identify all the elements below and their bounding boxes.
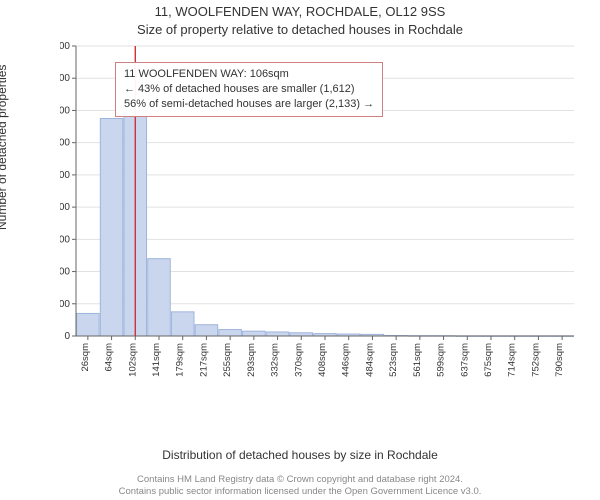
attribution-footer: Contains HM Land Registry data © Crown c… <box>0 474 600 498</box>
svg-text:675sqm: 675sqm <box>483 343 494 377</box>
svg-text:484sqm: 484sqm <box>364 343 375 377</box>
svg-text:1800: 1800 <box>60 42 70 52</box>
footer-line-2: Contains public sector information licen… <box>0 486 600 498</box>
svg-text:600: 600 <box>60 234 70 245</box>
svg-text:255sqm: 255sqm <box>222 343 233 377</box>
svg-text:714sqm: 714sqm <box>507 343 518 377</box>
svg-text:561sqm: 561sqm <box>412 343 423 377</box>
svg-text:790sqm: 790sqm <box>554 343 565 377</box>
svg-text:637sqm: 637sqm <box>459 343 470 377</box>
svg-text:800: 800 <box>60 202 70 213</box>
svg-text:293sqm: 293sqm <box>246 343 257 377</box>
chart-address-title: 11, WOOLFENDEN WAY, ROCHDALE, OL12 9SS <box>0 4 600 19</box>
svg-text:26sqm: 26sqm <box>80 343 91 372</box>
annotation-line-2: ← 43% of detached houses are smaller (1,… <box>124 82 374 97</box>
svg-text:1600: 1600 <box>60 73 70 84</box>
svg-text:141sqm: 141sqm <box>151 343 162 377</box>
svg-text:1400: 1400 <box>60 105 70 116</box>
chart-subtitle: Size of property relative to detached ho… <box>0 22 600 37</box>
svg-text:400: 400 <box>60 267 70 278</box>
svg-text:599sqm: 599sqm <box>436 343 447 377</box>
svg-text:1000: 1000 <box>60 170 70 181</box>
svg-text:332sqm: 332sqm <box>270 343 281 377</box>
annotation-line-1: 11 WOOLFENDEN WAY: 106sqm <box>124 67 374 82</box>
footer-line-1: Contains HM Land Registry data © Crown c… <box>0 474 600 486</box>
svg-text:217sqm: 217sqm <box>198 343 209 377</box>
svg-text:523sqm: 523sqm <box>388 343 399 377</box>
property-annotation-box: 11 WOOLFENDEN WAY: 106sqm ← 43% of detac… <box>115 62 383 117</box>
svg-text:179sqm: 179sqm <box>175 343 186 377</box>
annotation-line-3: 56% of semi-detached houses are larger (… <box>124 97 374 112</box>
svg-text:370sqm: 370sqm <box>293 343 304 377</box>
svg-text:200: 200 <box>60 299 70 310</box>
svg-text:408sqm: 408sqm <box>317 343 328 377</box>
svg-text:102sqm: 102sqm <box>127 343 138 377</box>
svg-text:1200: 1200 <box>60 138 70 149</box>
x-axis-label: Distribution of detached houses by size … <box>0 448 600 462</box>
y-axis-label: Number of detached properties <box>0 65 9 230</box>
svg-text:752sqm: 752sqm <box>530 343 541 377</box>
svg-text:0: 0 <box>64 331 70 342</box>
svg-text:64sqm: 64sqm <box>104 343 115 372</box>
svg-text:446sqm: 446sqm <box>341 343 352 377</box>
